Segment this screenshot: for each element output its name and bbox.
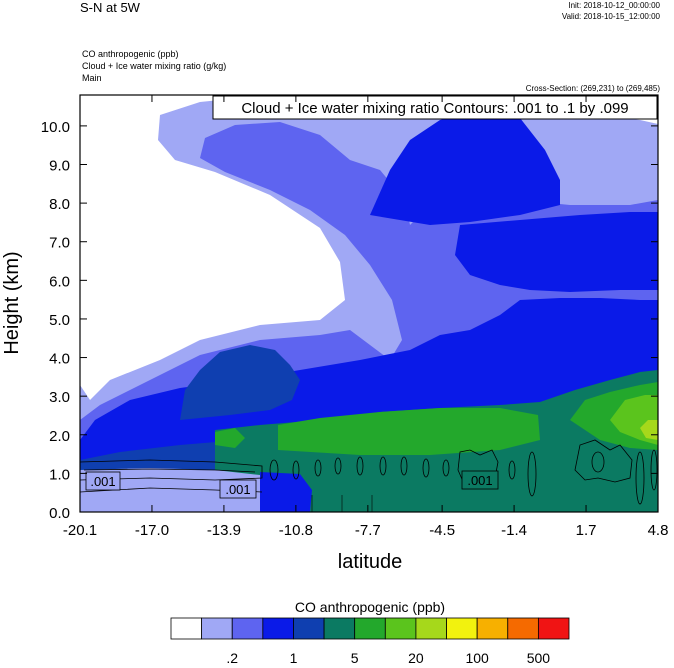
y-tick-label: 4.0 xyxy=(49,351,70,368)
contour-line xyxy=(379,456,387,476)
contour-info-text: Cloud + Ice water mixing ratio Contours:… xyxy=(241,100,628,117)
colorbar-swatch xyxy=(384,617,417,640)
x-tick-label: -20.1 xyxy=(63,522,97,539)
colorbar-label: 20 xyxy=(408,650,424,666)
x-tick-label: -17.0 xyxy=(135,522,169,539)
contour-line xyxy=(442,459,450,477)
colorbar-title: CO anthropogenic (ppb) xyxy=(295,599,445,615)
field-level-blue-right xyxy=(455,212,658,292)
y-tick-label: 3.0 xyxy=(49,389,70,406)
colorbar-swatch xyxy=(354,617,386,640)
contour-line xyxy=(83,468,256,473)
contour-line xyxy=(508,460,516,480)
contour-line xyxy=(635,451,645,505)
y-tick-label: 8.0 xyxy=(49,196,70,213)
field-level-green xyxy=(278,408,540,455)
domain-name: Main xyxy=(82,73,102,83)
field-level-dark-blue xyxy=(180,345,300,420)
x-tick-label: 1.7 xyxy=(576,522,597,539)
colorbar-swatch xyxy=(507,617,539,640)
y-tick-label: 10.0 xyxy=(41,119,70,136)
y-tick-label: 2.0 xyxy=(49,428,70,445)
y-tick-label: 7.0 xyxy=(49,235,70,252)
y-tick-label: 6.0 xyxy=(49,273,70,290)
contour-label-box xyxy=(219,479,257,499)
contour-value-labels: .001 .001 .001 xyxy=(85,470,499,499)
colorbar-swatch xyxy=(293,617,325,640)
y-tick-label: 0.0 xyxy=(49,505,70,522)
colorbar-swatch xyxy=(170,617,203,640)
contour-label-box xyxy=(85,471,121,491)
run-times: Init: 2018-10-12_00:00:00 Valid: 2018-10… xyxy=(562,0,660,22)
contour-line xyxy=(574,439,633,483)
colorbar-label: 500 xyxy=(527,650,551,666)
colorbar-label: .2 xyxy=(226,650,238,666)
contour-line xyxy=(650,449,658,491)
contour-line xyxy=(527,451,537,497)
colorbar-label: 5 xyxy=(351,650,359,666)
contour-label: .001 xyxy=(90,474,115,489)
field-level-green-left xyxy=(215,428,245,448)
contour-label: .001 xyxy=(225,482,250,497)
colorbar-swatch xyxy=(231,617,264,640)
contour-info-box xyxy=(212,95,658,120)
contour-line xyxy=(80,459,263,481)
contour-line xyxy=(422,458,430,478)
axes: -20.1 -17.0 -13.9 -10.8 -7.7 -4.5 -1.4 1.7 4.8 0.… xyxy=(41,95,669,539)
x-tick-label: -10.8 xyxy=(279,522,313,539)
y-tick-label: 5.0 xyxy=(49,312,70,329)
colorbar-swatch xyxy=(446,617,478,640)
plot-frame xyxy=(79,94,659,513)
colorbar-swatch xyxy=(537,617,570,640)
colorbar-label: 100 xyxy=(465,650,489,666)
contour-line xyxy=(334,457,342,475)
colorbar-swatch xyxy=(201,617,233,640)
contour-line xyxy=(314,459,322,477)
field-cloud: Cloud + Ice water mixing ratio (g/kg) xyxy=(82,61,227,71)
init-time: Init: 2018-10-12_00:00:00 xyxy=(568,1,660,10)
contour-label: .001 xyxy=(467,473,492,488)
x-tick-label: 4.8 xyxy=(648,522,669,539)
x-tick-label: -7.7 xyxy=(355,522,381,539)
x-tick-label: -13.9 xyxy=(207,522,241,539)
colorbar-swatch xyxy=(415,617,447,640)
colorbar: .2 1 5 20 100 500 xyxy=(170,617,570,666)
contour-line xyxy=(356,456,364,476)
valid-time: Valid: 2018-10-15_12:00:00 xyxy=(561,12,660,21)
x-tick-label: -4.5 xyxy=(429,522,455,539)
colorbar-swatch xyxy=(323,617,356,640)
contour-label-box xyxy=(461,470,499,490)
field-level-blue-upper xyxy=(370,110,560,225)
contour-line xyxy=(400,456,408,476)
colorbar-swatch xyxy=(262,617,294,640)
contour-line xyxy=(591,451,605,473)
cross-section-label: Cross-Section: (269,231) to (269,485) xyxy=(525,84,660,93)
co-filled-field xyxy=(80,95,658,512)
field-level-blue-band xyxy=(260,472,312,512)
y-tick-label: 1.0 xyxy=(49,466,70,483)
x-axis-label: latitude xyxy=(338,551,403,573)
x-tick-label: -1.4 xyxy=(501,522,527,539)
colorbar-swatch xyxy=(476,617,509,640)
y-axis-label: Height (km) xyxy=(1,251,23,354)
y-tick-label: 9.0 xyxy=(49,158,70,175)
contour-line xyxy=(269,459,279,481)
vertical-contour-ticks xyxy=(311,495,373,512)
contour-line xyxy=(292,460,300,480)
colorbar-label: 1 xyxy=(290,650,298,666)
field-co: CO anthropogenic (ppb) xyxy=(82,49,179,59)
plot-title: S-N at 5W xyxy=(80,0,140,15)
field-description: CO anthropogenic (ppb) Cloud + Ice water… xyxy=(82,48,226,84)
